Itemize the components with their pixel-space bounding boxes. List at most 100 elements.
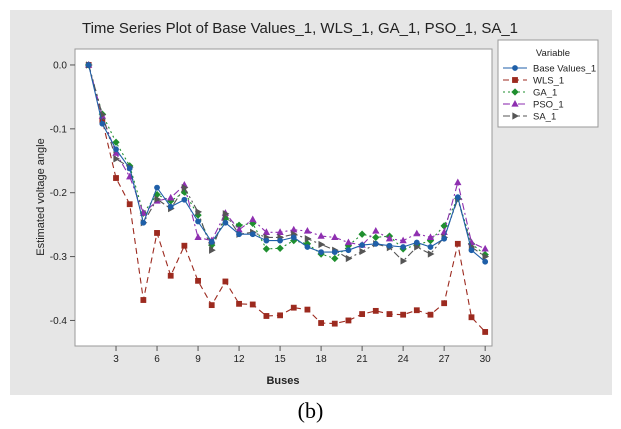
data-point (304, 235, 312, 243)
data-point (154, 195, 162, 203)
data-point (468, 314, 475, 321)
data-point (126, 201, 133, 208)
data-point (454, 194, 461, 201)
data-point (359, 242, 366, 248)
legend-box (497, 39, 599, 128)
data-point (290, 304, 297, 311)
series-base-values-1 (85, 62, 489, 265)
data-point (112, 138, 120, 146)
legend-label: SA_1 (533, 112, 556, 123)
data-point (331, 233, 339, 241)
data-point (386, 311, 393, 317)
data-point (85, 62, 92, 68)
data-point (208, 238, 215, 245)
data-point (385, 234, 394, 242)
data-point (194, 233, 202, 241)
legend-marker (511, 88, 519, 96)
data-point (167, 203, 174, 210)
data-point (427, 250, 435, 258)
data-point (345, 317, 352, 324)
data-point (482, 329, 489, 335)
data-point (413, 229, 421, 237)
data-point (126, 165, 133, 172)
data-point (113, 155, 121, 163)
data-point (359, 311, 366, 317)
data-point (441, 300, 448, 307)
data-point (318, 240, 326, 249)
legend-marker (512, 77, 518, 83)
plot-area (74, 48, 493, 347)
data-point (358, 230, 366, 238)
data-point (263, 313, 270, 319)
y-tick-label: -0.2 (50, 188, 68, 199)
data-point (331, 254, 339, 263)
data-point (399, 236, 407, 244)
data-point (154, 230, 160, 236)
data-point (222, 210, 230, 218)
data-point (331, 249, 338, 256)
data-point (318, 249, 324, 256)
legend-label: PSO_1 (533, 100, 564, 111)
axes-group: 3 6 9 12 15 18 21 24 27 30 0.0 -0.1 -0.2 -0.3 -0.4 (50, 60, 491, 365)
legend-label: WLS_1 (533, 76, 564, 87)
data-point (209, 246, 216, 254)
figure-caption: (b) (297, 398, 324, 423)
series-line (88, 64, 486, 262)
data-point (400, 311, 407, 318)
data-point (345, 254, 353, 263)
data-point (195, 208, 203, 216)
data-point (277, 237, 283, 244)
legend-entry: SA_1 (503, 112, 556, 123)
data-point (372, 307, 379, 314)
data-point (426, 233, 435, 241)
data-point (181, 183, 189, 192)
data-point (318, 320, 324, 326)
data-point (413, 239, 420, 246)
data-point (262, 245, 271, 253)
data-point (99, 120, 106, 127)
x-tick-label: 21 (357, 354, 369, 365)
data-point (140, 297, 147, 303)
legend-marker (512, 112, 520, 120)
legend-entry: PSO_1 (503, 100, 564, 111)
data-point (345, 247, 352, 254)
data-point (140, 219, 147, 226)
series-group (84, 60, 490, 335)
data-point (222, 219, 229, 226)
data-point (400, 244, 407, 250)
data-point (344, 238, 353, 246)
data-point (195, 218, 201, 225)
y-tick-label: 0.0 (53, 60, 67, 71)
data-point (113, 146, 119, 153)
data-point (276, 244, 284, 252)
data-point (481, 244, 489, 252)
data-point (236, 300, 242, 307)
data-point (413, 307, 420, 314)
legend-label: Base Values_1 (533, 64, 596, 75)
data-point (414, 243, 421, 251)
data-point (304, 244, 311, 250)
data-point (249, 215, 257, 223)
data-point (359, 247, 367, 256)
data-point (372, 227, 380, 234)
y-tick-label: -0.4 (50, 316, 68, 327)
data-point (181, 242, 188, 249)
x-tick-label: 27 (439, 354, 451, 365)
data-point (427, 311, 434, 318)
x-tick-label: 15 (275, 354, 287, 365)
series-wls-1 (85, 62, 489, 335)
data-point (236, 231, 242, 238)
data-point (113, 175, 119, 181)
legend-label: GA_1 (533, 88, 557, 99)
x-tick-label: 12 (234, 354, 246, 365)
data-point (249, 301, 256, 308)
x-tick-label: 3 (113, 354, 119, 365)
x-tick-label: 6 (154, 354, 160, 365)
x-tick-label: 30 (480, 354, 492, 365)
data-point (372, 240, 379, 247)
data-point (263, 237, 270, 244)
y-tick-label: -0.1 (50, 124, 68, 135)
data-point (482, 252, 490, 261)
data-point (454, 240, 461, 247)
